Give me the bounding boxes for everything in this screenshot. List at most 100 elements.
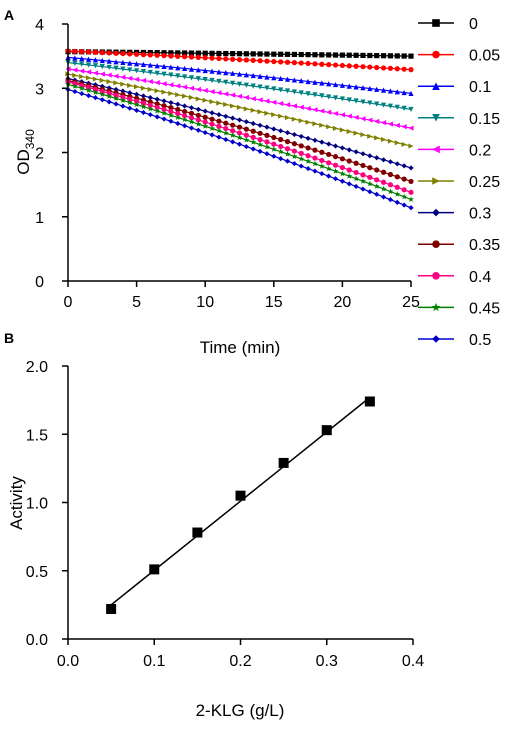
data-point [168,99,174,106]
data-point [216,55,222,62]
legend-marker [432,208,440,217]
data-point [236,130,243,136]
data-point [373,183,380,189]
data-point [236,104,243,110]
data-point [140,85,147,91]
data-point [367,133,373,139]
data-point [380,87,387,93]
data-point [264,110,270,116]
data-point [127,82,133,89]
data-point [387,138,394,144]
series-0-05 [65,48,414,73]
data-point [147,78,153,85]
data-point [147,62,153,68]
data-point [168,118,174,124]
legend-item: 0.1 [418,79,491,96]
data-point [360,132,366,138]
data-point [209,110,215,116]
data-point [339,52,345,58]
data-point [326,81,332,87]
data-point [140,103,147,110]
data-point [339,127,345,133]
data-point [202,50,208,56]
data-point [332,143,339,149]
panel-a-x-tick-label: 10 [196,294,214,311]
legend-marker [432,50,440,59]
data-point [401,176,407,182]
data-point [92,57,99,63]
data-point [364,396,375,407]
data-point [78,85,85,91]
data-point [264,132,270,138]
data-point [312,61,318,67]
data-point [113,50,119,56]
data-point [154,50,160,56]
data-point [394,122,400,128]
data-point [79,61,85,67]
data-point [79,68,85,74]
data-point [168,53,174,59]
data-point [353,149,359,155]
data-point [216,100,222,106]
data-point [312,92,318,98]
panel-a-x-ticks: 0 5 10 15 20 25 [64,281,420,311]
data-point [113,101,119,107]
data-point [113,95,119,101]
data-point [360,64,366,70]
data-point [85,87,92,93]
data-point [230,128,236,134]
data-point [367,174,373,180]
data-point [401,163,407,169]
data-point [182,50,188,56]
data-point [250,51,256,57]
data-point [374,155,380,161]
data-point [230,80,236,86]
data-point [230,51,236,57]
data-point [353,84,359,90]
data-point [202,108,208,114]
data-point [188,125,195,131]
data-point [195,54,201,61]
data-point [223,125,229,132]
data-point [312,137,318,143]
data-point [175,53,181,59]
data-point [353,63,359,69]
panel-a-y-tick-label: 1 [35,210,44,227]
data-point [408,106,414,113]
data-point [332,52,339,58]
data-point [257,137,263,143]
data-point [380,136,387,143]
data-point [339,164,345,171]
data-point [332,176,339,182]
data-point [175,50,181,56]
data-point [271,51,277,57]
panel-a-x-tick-label: 0 [64,294,73,311]
data-point [360,151,366,157]
data-point [312,147,318,153]
data-point [312,155,318,161]
data-point [271,75,277,81]
data-point [408,90,414,96]
panel-a-y-tick-label: 3 [35,81,44,98]
data-point [195,120,202,127]
data-point [215,127,222,134]
data-point [271,141,277,147]
data-point [106,79,112,85]
data-point [92,49,99,55]
data-point [291,153,298,159]
data-point [216,123,222,129]
data-point [298,118,304,124]
data-point [374,167,380,173]
data-point [305,153,311,159]
data-point [243,82,249,88]
panel-a-x-tick-label: 5 [132,294,141,311]
data-point [168,90,174,97]
data-point [353,160,359,166]
data-point [92,95,99,101]
data-point [332,125,339,131]
data-point [223,79,229,85]
data-point [380,169,387,175]
data-point [305,52,311,58]
legend-item: 0.45 [418,300,500,317]
data-point [216,78,222,85]
